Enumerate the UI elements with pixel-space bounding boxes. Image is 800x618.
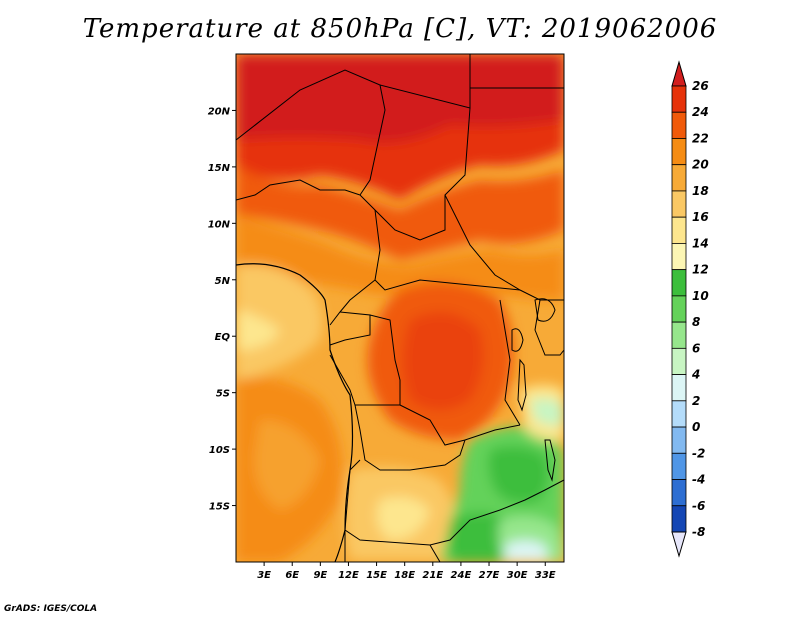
temperature-field xyxy=(236,54,564,562)
colorbar-label: 26 xyxy=(692,79,709,93)
lon-tick-label: 21E xyxy=(422,570,443,581)
colorbar-label: -4 xyxy=(692,473,705,487)
lat-tick-label: 10N xyxy=(208,219,231,230)
coastline xyxy=(236,263,354,562)
lon-tick-label: 6E xyxy=(285,570,299,581)
colorbar-segment xyxy=(671,190,687,218)
colorbar-segment xyxy=(671,269,687,297)
colorbar-label: 16 xyxy=(692,210,709,224)
lon-tick-label: 27E xyxy=(479,570,500,581)
longitude-axis: 3E 6E 9E 12E 15E 18E 21E 24E 27E 30E 33E xyxy=(257,562,556,581)
lon-tick-label: 30E xyxy=(507,570,528,581)
colorbar-label: 18 xyxy=(692,184,709,198)
colorbar-segment xyxy=(671,243,687,271)
colorbar-segment xyxy=(671,295,687,323)
colorbar-segment xyxy=(671,138,687,166)
colorbar-label: 4 xyxy=(691,368,700,382)
lakes xyxy=(511,298,556,482)
map-frame xyxy=(235,53,565,563)
colorbar-segment xyxy=(671,479,687,507)
colorbar-label: 20 xyxy=(692,158,709,172)
colorbar-label: -8 xyxy=(692,525,705,539)
colorbar-segment xyxy=(671,164,687,192)
map-title: Temperature at 850hPa [C], VT: 201906200… xyxy=(82,14,718,44)
colorbar-segment xyxy=(671,374,687,402)
colorbar-segment xyxy=(671,400,687,428)
lon-tick-label: 24E xyxy=(451,570,472,581)
colorbar-segment xyxy=(671,347,687,375)
colorbar-segment xyxy=(671,505,687,533)
colorbar-label: 22 xyxy=(692,131,709,145)
lat-tick-label: 15N xyxy=(208,163,231,174)
colorbar-label: 12 xyxy=(692,263,709,277)
lat-tick-label: 20N xyxy=(208,106,231,117)
lon-tick-label: 12E xyxy=(338,570,359,581)
colorbar-label: 24 xyxy=(692,105,709,119)
colorbar-segment xyxy=(671,85,687,113)
credit-label: GrADS: IGES/COLA xyxy=(4,604,98,614)
lat-tick-label: 10S xyxy=(209,445,230,456)
lon-tick-label: 3E xyxy=(257,570,271,581)
colorbar-segment xyxy=(671,111,687,139)
colorbar-bottom-triangle xyxy=(671,531,687,558)
colorbar-label: 0 xyxy=(692,420,700,434)
colorbar-segment xyxy=(671,216,687,244)
colorbar-label: 2 xyxy=(692,394,700,408)
colorbar-label: -6 xyxy=(692,499,705,513)
colorbar-segment xyxy=(671,321,687,349)
colorbar-label: 14 xyxy=(692,236,709,250)
colorbar-label: 10 xyxy=(692,289,709,303)
colorbar-label: 8 xyxy=(692,315,700,329)
latitude-axis: 20N 15N 10N 5N EQ 5S 10S 15S xyxy=(208,106,236,513)
lon-tick-label: 33E xyxy=(535,570,556,581)
lon-tick-label: 15E xyxy=(366,570,387,581)
colorbar-label: -2 xyxy=(692,446,705,460)
lon-tick-label: 18E xyxy=(394,570,415,581)
lat-tick-label: 5S xyxy=(216,389,230,400)
colorbar-segment xyxy=(671,452,687,480)
lat-tick-label: 15S xyxy=(209,502,230,513)
lat-tick-label: EQ xyxy=(215,332,231,343)
lat-tick-label: 5N xyxy=(215,276,231,287)
colorbar-label: 6 xyxy=(692,341,700,355)
lon-tick-label: 9E xyxy=(313,570,327,581)
country-borders xyxy=(236,54,564,562)
colorbar-top-triangle xyxy=(671,60,687,87)
colorbar-segment xyxy=(671,426,687,454)
